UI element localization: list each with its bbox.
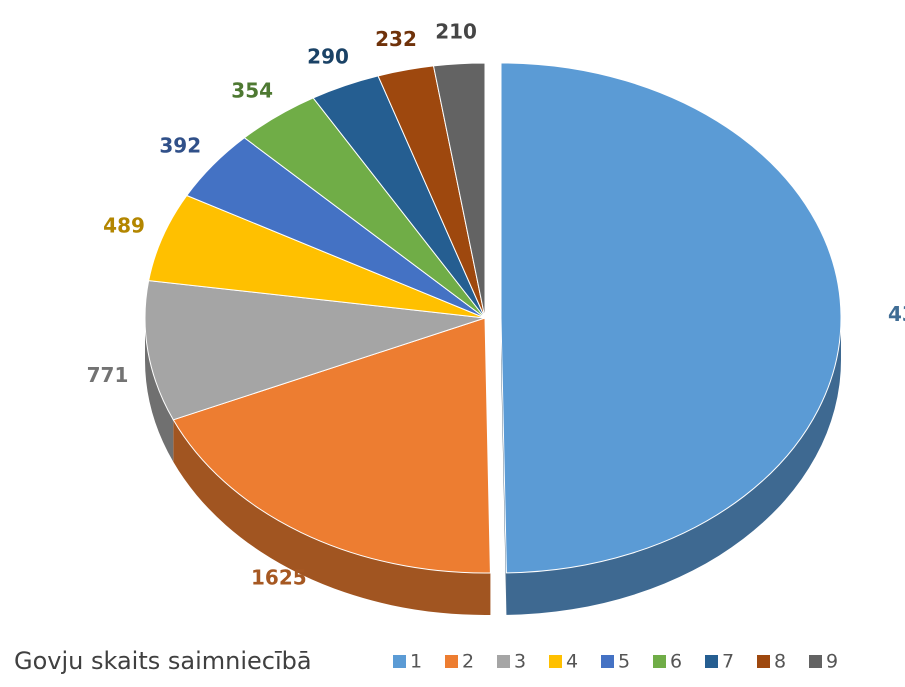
legend-label: 2 [462, 651, 474, 673]
slice-side [173, 419, 491, 615]
legend-swatch [809, 655, 822, 668]
data-label: 232 [375, 27, 417, 51]
legend-swatch [601, 655, 614, 668]
data-label: 771 [87, 363, 129, 387]
legend-label: 6 [670, 651, 682, 673]
slice [172, 317, 491, 574]
legend-label: 9 [826, 651, 838, 673]
legend-swatch [393, 655, 406, 668]
data-label: 4319 [888, 302, 905, 326]
data-label: 489 [103, 214, 145, 238]
data-label: 392 [159, 133, 201, 157]
slice-side [506, 317, 841, 615]
legend-swatch [549, 655, 562, 668]
slice [500, 62, 842, 574]
data-label: 290 [307, 44, 349, 68]
legend-swatch [497, 655, 510, 668]
legend-label: 7 [722, 651, 734, 673]
legend-swatch [757, 655, 770, 668]
slice-side [145, 318, 174, 462]
data-label: 354 [231, 79, 273, 103]
legend-label: 3 [514, 651, 526, 673]
slice [144, 280, 486, 421]
data-label: 1625 [251, 566, 307, 590]
legend-swatch [653, 655, 666, 668]
legend-label: 8 [774, 651, 786, 673]
legend-label: 4 [566, 651, 578, 673]
slice [432, 62, 486, 319]
data-label: 210 [435, 20, 477, 44]
legend-title: Govju skaits saimniecībā [14, 647, 312, 675]
legend-label: 5 [618, 651, 630, 673]
legend-swatch [705, 655, 718, 668]
legend-swatch [445, 655, 458, 668]
legend-label: 1 [410, 651, 422, 673]
